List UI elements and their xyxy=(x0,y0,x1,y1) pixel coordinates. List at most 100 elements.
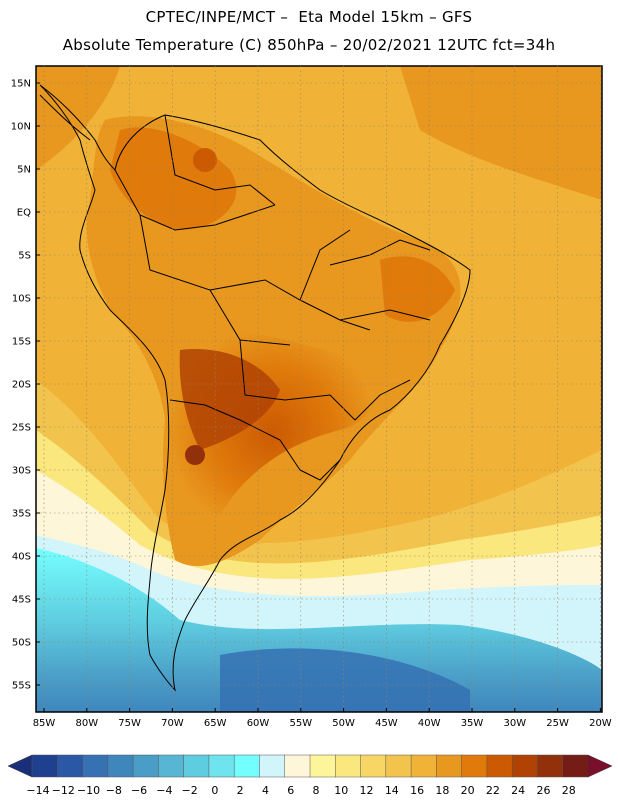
colorbar-label: 8 xyxy=(313,784,320,797)
colorbar-label: −12 xyxy=(52,784,75,797)
longitude-label: 40W xyxy=(418,718,441,729)
colorbar-label: 12 xyxy=(360,784,374,797)
argentina-north-border xyxy=(169,399,301,471)
latitude-label: 5S xyxy=(18,251,31,262)
longitude-label: 70W xyxy=(161,718,184,729)
colorbar-label: 10 xyxy=(334,784,348,797)
colorbar-swatch xyxy=(208,754,235,778)
colorbar-label: 0 xyxy=(211,784,218,797)
longitude-label: 80W xyxy=(75,718,98,729)
colorbar-swatch xyxy=(562,754,589,778)
longitude-label: 75W xyxy=(118,718,141,729)
longitude-tick-labels: 85W 80W 75W 70W 65W 60W 55W 50W 45W 40W 35W 30W 25W 2… xyxy=(33,718,612,729)
map-title-line-2: Absolute Temperature (C) 850hPa – 20/02/… xyxy=(62,36,556,54)
warm-tropical-atlantic xyxy=(400,66,602,200)
graticule xyxy=(36,66,602,712)
latitude-label: 5N xyxy=(17,165,31,176)
colorbar-swatch xyxy=(82,754,109,778)
colorbar-swatch xyxy=(31,754,58,778)
latitude-label: 50S xyxy=(12,638,31,649)
colorbar-label: 4 xyxy=(262,784,269,797)
colorbar-swatch xyxy=(360,754,387,778)
colombia-peru-border xyxy=(114,169,276,231)
northeast-brazil-warm-area xyxy=(380,256,455,322)
brazil-central-states xyxy=(299,229,351,301)
central-america-coast xyxy=(39,94,91,141)
colorbar-label: −10 xyxy=(77,784,100,797)
colorbar-label: 26 xyxy=(536,784,550,797)
colorbar-label: −2 xyxy=(182,784,198,797)
colorbar-label: 28 xyxy=(562,784,576,797)
colorbar-label: 18 xyxy=(435,784,449,797)
longitude-label: 25W xyxy=(546,718,569,729)
colorbar-label: 22 xyxy=(486,784,500,797)
latitude-label: 15S xyxy=(12,337,31,348)
latitude-label: 35S xyxy=(12,509,31,520)
longitude-label: 50W xyxy=(332,718,355,729)
brazil-east-states xyxy=(339,309,431,321)
cold-southern-region xyxy=(36,548,602,712)
colorbar xyxy=(7,754,613,778)
colorbar-swatch xyxy=(107,754,134,778)
colorbar-swatch xyxy=(410,754,437,778)
colorbar-swatch xyxy=(284,754,311,778)
colorbar-label: −8 xyxy=(106,784,122,797)
colorbar-label: −6 xyxy=(131,784,147,797)
longitude-label: 65W xyxy=(204,718,227,729)
uruguay-border xyxy=(299,459,341,481)
latitude-label: 10N xyxy=(11,122,31,133)
colorbar-label: 16 xyxy=(410,784,424,797)
venezuela-colombia-border xyxy=(164,114,276,206)
latitude-label: EQ xyxy=(17,208,31,219)
map-title-line-1: CPTEC/INPE/MCT – Eta Model 15km – GFS xyxy=(145,8,473,26)
colorbar-swatch xyxy=(436,754,463,778)
colorbar-swatch xyxy=(233,754,261,778)
south-america-coastline xyxy=(39,84,471,692)
latitude-label: 25S xyxy=(12,423,31,434)
political-borders xyxy=(39,84,471,692)
latitude-label: 10S xyxy=(12,294,31,305)
colorbar-label: 20 xyxy=(461,784,475,797)
colorbar-label: 24 xyxy=(511,784,525,797)
latitude-label: 55S xyxy=(12,681,31,692)
colorbar-label: −14 xyxy=(26,784,49,797)
colorbar-swatch xyxy=(537,754,564,778)
colorbar-swatch xyxy=(183,754,210,778)
colorbar-label: −4 xyxy=(156,784,172,797)
longitude-label: 35W xyxy=(461,718,484,729)
colorbar-swatch xyxy=(511,754,539,778)
latitude-label: 45S xyxy=(12,595,31,606)
latitude-tick-labels: 15N 10N 5N EQ 5S 10S 15S 20S 25S 30S 35S 40S 45S 50S 5… xyxy=(11,79,31,692)
latitude-label: 40S xyxy=(12,552,31,563)
longitude-label: 60W xyxy=(247,718,270,729)
colorbar-labels: −14 −12 −10 −8 −6 −4 −2 0 2 4 6 8 10 12 14 16 18 20 22 24 26… xyxy=(26,784,575,797)
colorbar-label: 6 xyxy=(287,784,294,797)
colorbar-swatch xyxy=(158,754,185,778)
latitude-label: 20S xyxy=(12,380,31,391)
temperature-field xyxy=(36,66,602,712)
colorbar-swatch xyxy=(259,754,286,778)
colorbar-swatch xyxy=(335,754,362,778)
brazil-north-states xyxy=(329,239,431,266)
colorbar-swatch xyxy=(309,754,336,778)
longitude-label: 45W xyxy=(375,718,398,729)
coldest-core xyxy=(220,648,470,712)
argentina-hot-spot xyxy=(185,445,205,465)
colorbar-min-arrow xyxy=(7,754,33,778)
longitude-label: 55W xyxy=(289,718,312,729)
longitude-label: 30W xyxy=(503,718,526,729)
colorbar-swatch xyxy=(486,754,513,778)
latitude-label: 30S xyxy=(12,466,31,477)
longitude-label: 85W xyxy=(33,718,56,729)
colorbar-label: 14 xyxy=(385,784,399,797)
colorbar-swatch xyxy=(385,754,412,778)
venezuela-hot-spot xyxy=(193,148,217,172)
colorbar-swatch xyxy=(461,754,488,778)
chaco-hot-core xyxy=(179,349,280,450)
colorbar-swatch xyxy=(57,754,84,778)
warm-tropical-pacific xyxy=(36,66,120,170)
paraguay-border xyxy=(239,339,356,421)
map-border xyxy=(35,65,603,713)
brazil-south-states xyxy=(354,379,411,421)
